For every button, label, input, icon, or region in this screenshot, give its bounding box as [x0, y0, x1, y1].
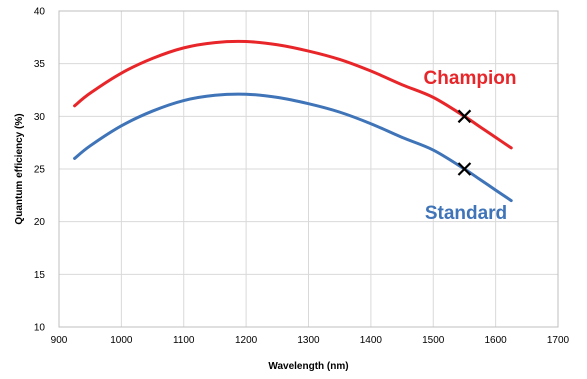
x-marker-stroke [457, 162, 472, 176]
x-marker [457, 109, 472, 124]
y-tick-label: 30 [34, 112, 46, 123]
y-tick-label: 20 [34, 217, 46, 228]
x-tick-label: 1100 [173, 335, 195, 346]
plot-area [58, 10, 559, 328]
series-line-champion [73, 39, 513, 150]
series-label-champion: Champion [424, 68, 517, 89]
x-tick-label: 1300 [297, 335, 320, 346]
y-axis-title: Quantum efficiency (%) [14, 113, 25, 224]
grid [58, 10, 559, 328]
x-axis: 900 1000 1100 1200 1300 1400 1500 1600 1700 [51, 335, 570, 346]
series-lines [73, 39, 513, 203]
x-tick-label: 900 [51, 335, 68, 346]
x-tick-label: 1200 [235, 335, 258, 346]
y-tick-label: 35 [34, 59, 46, 70]
y-tick-label: 25 [34, 165, 46, 176]
markers [457, 109, 472, 176]
y-axis: 10 15 20 25 30 35 40 [34, 7, 46, 334]
y-tick-label: 40 [34, 7, 46, 18]
x-tick-label: 1000 [110, 335, 133, 346]
x-axis-title: Wavelength (nm) [268, 361, 348, 372]
plot-border [58, 10, 559, 328]
series-labels: Champion Standard [424, 68, 517, 224]
x-marker [457, 162, 472, 176]
x-tick-label: 1400 [360, 335, 383, 346]
y-tick-label: 10 [34, 323, 46, 334]
series-line-standard [73, 92, 513, 203]
x-tick-label: 1600 [485, 335, 508, 346]
series-label-standard: Standard [425, 203, 507, 224]
y-tick-label: 15 [34, 270, 46, 281]
x-marker-stroke [457, 109, 472, 124]
x-tick-label: 1700 [547, 335, 570, 346]
x-tick-label: 1500 [422, 335, 445, 346]
